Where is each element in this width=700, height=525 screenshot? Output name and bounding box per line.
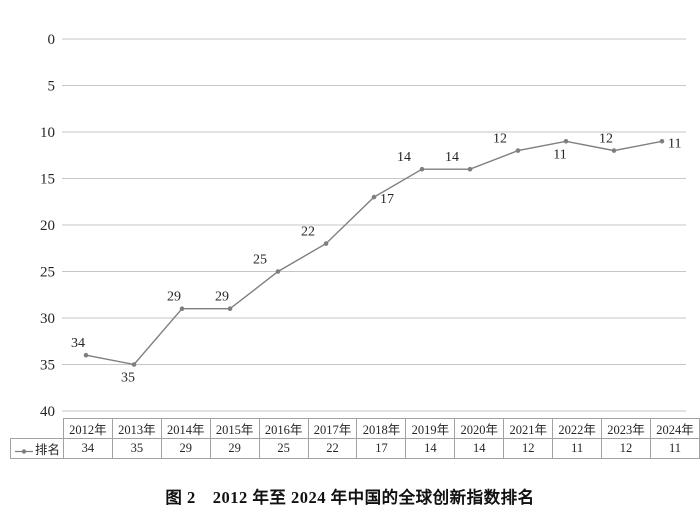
table-value-cell: 34: [62, 438, 113, 459]
data-point-label: 14: [445, 150, 459, 165]
y-axis-tick-label: 10: [40, 125, 55, 141]
data-point-label: 11: [553, 147, 566, 162]
data-point-label: 34: [71, 336, 85, 351]
table-value-cell: 12: [503, 438, 554, 459]
table-header-year: 2024年: [650, 418, 700, 439]
table-value-cell: 29: [160, 438, 211, 459]
table-header-year: 2017年: [307, 418, 358, 439]
table-header-year: 2016年: [258, 418, 309, 439]
table-value-cell: 29: [209, 438, 260, 459]
data-point-marker: [83, 352, 89, 358]
table-value-cell: 11: [650, 438, 700, 459]
table-header-row: 2012年 2013年 2014年 2015年 2016年 2017年 2018年 2019年…: [11, 418, 700, 439]
table-value-row: 排名 34 35 29 29 25 22 17 14 14 12 11 12 11: [10, 438, 700, 459]
y-axis-tick-label: 40: [40, 404, 55, 420]
data-point-marker: [131, 362, 137, 367]
figure-caption: 图 2 2012 年至 2024 年中国的全球创新指数排名: [165, 488, 535, 507]
data-table: 2012年 2013年 2014年 2015年 2016年 2017年 2018年 2019年…: [10, 418, 700, 459]
data-point-label: 12: [599, 132, 613, 147]
data-point-marker: [371, 194, 377, 200]
data-point-label: 29: [215, 290, 229, 305]
data-point-marker: [659, 139, 665, 144]
table-value-cell: 11: [552, 438, 603, 459]
legend-header-spacer: [11, 419, 64, 439]
y-axis-tick-label: 15: [40, 172, 55, 188]
series-marker-icon: [14, 448, 33, 454]
table-header-year: 2012年: [62, 418, 113, 439]
data-point-label: 25: [253, 253, 267, 268]
table-value-cell: 17: [356, 438, 407, 459]
table-header-year: 2014年: [160, 418, 211, 439]
series-line: [85, 140, 663, 366]
legend-cell: 排名: [10, 438, 64, 459]
table-header-year: 2023年: [601, 418, 652, 439]
table-value-cell: 25: [258, 438, 309, 459]
data-point-marker: [323, 241, 329, 246]
data-point-marker: [419, 166, 425, 172]
table-value-cell: 14: [454, 438, 505, 459]
table-value-cell: 12: [601, 438, 652, 459]
y-axis-tick-label: 0: [48, 32, 56, 48]
table-header-year: 2021年: [503, 418, 554, 439]
table-header-year: 2015年: [209, 418, 260, 439]
data-point-marker: [179, 306, 185, 312]
table-header-year: 2022年: [552, 418, 603, 439]
data-point-label: 22: [301, 225, 315, 240]
data-point-marker: [275, 269, 281, 274]
data-point-label: 11: [668, 136, 681, 151]
y-axis-tick-label: 5: [48, 79, 56, 95]
y-axis-tick-label: 20: [40, 218, 55, 234]
table-header-year: 2019年: [405, 418, 456, 439]
y-axis-tick-label: 25: [40, 265, 55, 281]
data-point-marker: [611, 148, 617, 153]
data-point-label: 17: [380, 192, 394, 207]
data-point-marker: [467, 166, 473, 172]
y-axis-tick-label: 30: [40, 311, 55, 327]
table-value-cell: 35: [111, 438, 162, 459]
data-point-marker: [515, 148, 521, 153]
data-point-label: 35: [121, 371, 135, 386]
table-header-year: 2018年: [356, 418, 407, 439]
table-value-cell: 22: [307, 438, 358, 459]
table-header-year: 2013年: [111, 418, 162, 439]
table-value-cell: 14: [405, 438, 456, 459]
table-header-year: 2020年: [454, 418, 505, 439]
data-point-label: 14: [397, 150, 411, 165]
y-axis-tick-label: 35: [40, 358, 55, 374]
legend-label: 排名: [34, 443, 60, 457]
data-point-label: 29: [167, 290, 181, 305]
data-point-label: 12: [493, 132, 507, 147]
data-point-marker: [227, 306, 233, 312]
data-point-marker: [563, 139, 569, 144]
